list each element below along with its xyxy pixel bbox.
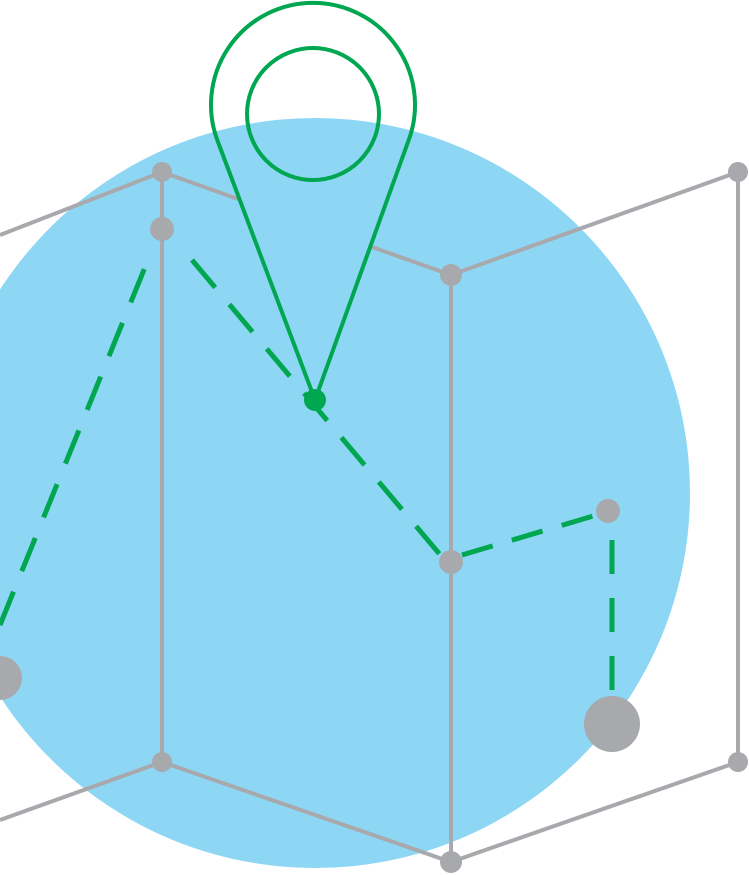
node (152, 162, 172, 182)
edge (0, 760, 163, 822)
node (0, 656, 22, 700)
pin-inner-circle (245, 46, 381, 182)
node (440, 264, 462, 286)
background-circle (0, 118, 690, 868)
node (440, 851, 462, 873)
edge (450, 170, 739, 277)
nodes (0, 162, 748, 873)
edge (450, 760, 739, 864)
node (728, 752, 748, 772)
edge (161, 760, 452, 864)
node (152, 752, 172, 772)
node (150, 217, 174, 241)
node (439, 550, 463, 574)
route-segment (0, 249, 155, 626)
location-pin (209, 0, 417, 402)
pin-outline (209, 0, 417, 402)
node (728, 162, 748, 182)
node (596, 499, 620, 523)
pin-point (304, 389, 326, 411)
node (584, 696, 640, 752)
edge (371, 245, 452, 277)
edge (0, 170, 163, 237)
edge (161, 170, 239, 201)
route-segment (461, 511, 601, 558)
